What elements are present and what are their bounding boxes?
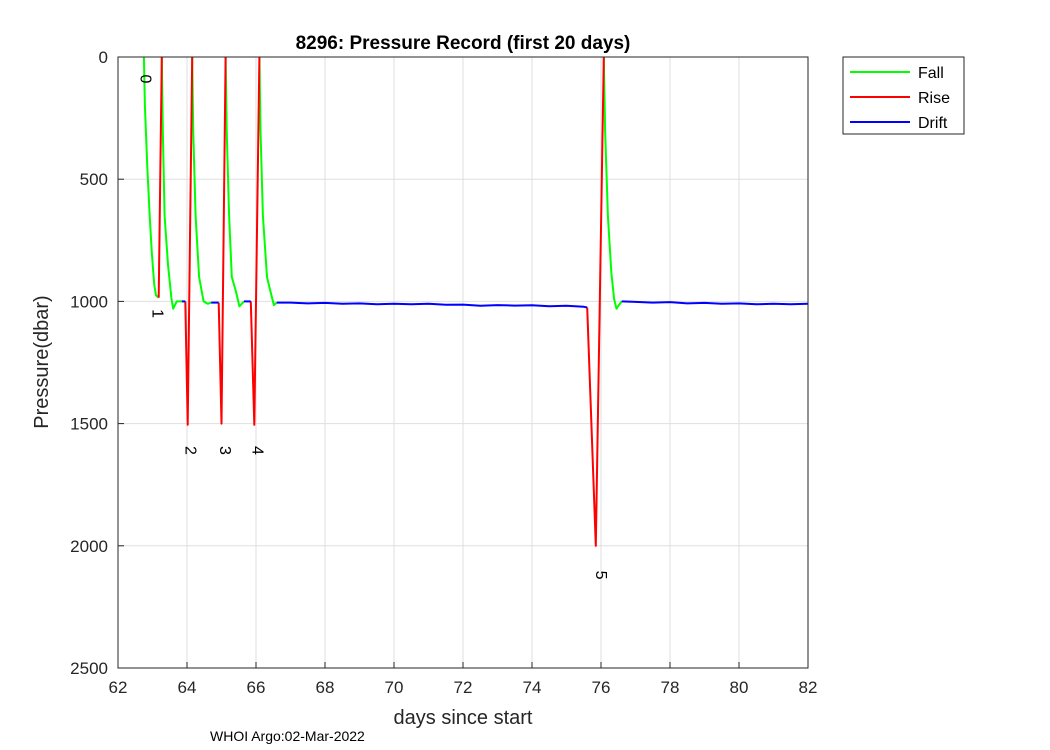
fall-segment (160, 56, 182, 310)
x-tick-label: 66 (247, 678, 266, 697)
y-tick-label: 1000 (70, 292, 108, 311)
cycle-label: 1 (149, 309, 166, 318)
x-axis-label: days since start (394, 707, 533, 729)
x-tick-label: 78 (661, 678, 680, 697)
y-tick-label: 1500 (70, 415, 108, 434)
cycle-label: 3 (216, 446, 233, 455)
x-tick-label: 68 (316, 678, 335, 697)
y-tick-label: 0 (99, 48, 108, 67)
cycle-label: 0 (136, 75, 153, 84)
fall-segment (191, 56, 212, 305)
rise-segment (249, 56, 261, 426)
x-tick-label: 80 (730, 678, 749, 697)
legend-label-rise: Rise (918, 90, 950, 107)
drift-segment (276, 301, 588, 309)
series-fall (142, 56, 623, 310)
fall-segment (224, 56, 245, 308)
cycle-label: 2 (181, 446, 198, 455)
y-tick-label: 2500 (70, 659, 108, 678)
fall-segment (142, 56, 160, 299)
cycle-label: 4 (249, 446, 266, 455)
x-tick-label: 62 (109, 678, 128, 697)
rise-segment (217, 56, 227, 425)
y-axis-label: Pressure(dbar) (31, 295, 53, 428)
legend-label-drift: Drift (918, 115, 948, 132)
x-tick-label: 74 (523, 678, 542, 697)
rise-segment (157, 56, 163, 298)
footer-label: WHOI Argo:02-Mar-2022 (210, 728, 365, 744)
x-tick-label: 64 (178, 678, 197, 697)
cycle-label: 5 (592, 571, 609, 580)
fall-segment (258, 56, 278, 307)
series-drift (181, 300, 809, 309)
series-lines (142, 56, 809, 547)
legend-label-fall: Fall (918, 65, 944, 82)
x-tick-label: 70 (385, 678, 404, 697)
y-tick-label: 500 (80, 170, 108, 189)
rise-segment (586, 56, 605, 547)
x-tick-label: 82 (799, 678, 818, 697)
axis-ticks: 62 64 66 68 70 72 74 76 78 80 82050010001500200025… (70, 48, 817, 697)
fall-segment (602, 56, 623, 310)
x-tick-label: 72 (454, 678, 473, 697)
chart-title: 8296: Pressure Record (first 20 days) (296, 33, 631, 54)
legend: Fall Rise Drift (842, 56, 965, 135)
rise-segment (184, 56, 194, 426)
x-tick-label: 76 (592, 678, 611, 697)
annotations: 0 1 2 3 4 5 (136, 75, 608, 580)
drift-segment (621, 300, 809, 306)
y-tick-label: 2000 (70, 537, 108, 556)
series-rise (157, 56, 605, 547)
